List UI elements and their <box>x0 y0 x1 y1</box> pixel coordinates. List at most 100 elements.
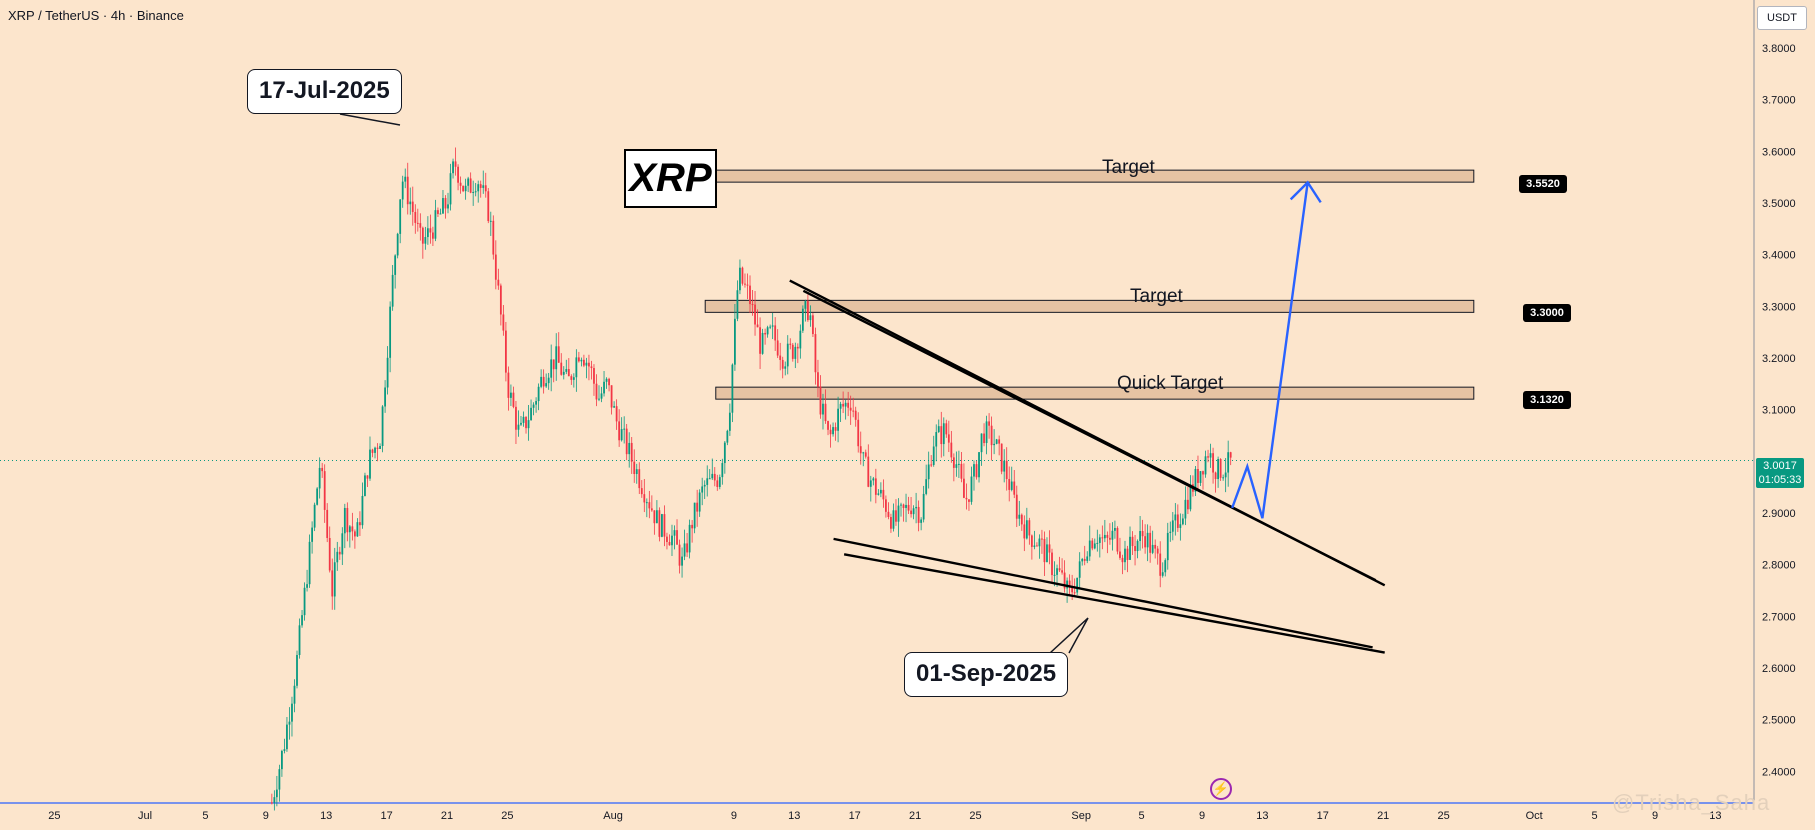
candle-body <box>1212 453 1214 473</box>
candle-body <box>935 432 938 447</box>
time-tick-label: 9 <box>1652 810 1658 822</box>
candle-body <box>776 340 779 356</box>
time-tick-label: 13 <box>1256 810 1268 822</box>
candle-body <box>927 464 930 480</box>
candle-body <box>1151 544 1154 553</box>
candle-body <box>990 425 993 446</box>
candle-body <box>985 421 988 444</box>
candle-body <box>1106 534 1109 538</box>
candle-body <box>781 359 784 369</box>
candle-body <box>744 283 746 285</box>
candle-body <box>348 526 351 533</box>
candle-body <box>1078 561 1081 578</box>
zone-label-target-1: Target <box>1102 157 1155 178</box>
candle-body <box>434 210 437 239</box>
candle-body <box>688 524 691 553</box>
candle-body <box>789 343 792 345</box>
candle-body <box>1033 545 1036 547</box>
candle-body <box>535 401 537 405</box>
currency-button[interactable]: USDT <box>1757 6 1807 30</box>
candle-body <box>681 556 683 566</box>
candle-body <box>507 372 510 398</box>
time-tick-label: 25 <box>1437 810 1449 822</box>
candle-body <box>603 381 605 394</box>
target-zone-2 <box>704 299 1475 313</box>
zone-price-badge-1: 3.5520 <box>1519 175 1567 193</box>
candle-body <box>759 327 761 354</box>
candle-body <box>937 426 940 433</box>
candle-body <box>321 467 324 472</box>
candle-body <box>1204 456 1207 475</box>
candle-body <box>401 181 404 200</box>
candle-body <box>1184 499 1187 519</box>
lightning-icon[interactable]: ⚡ <box>1210 778 1232 800</box>
time-tick-label: 17 <box>1317 810 1329 822</box>
candle-body <box>1134 546 1136 552</box>
time-tick-label: 17 <box>380 810 392 822</box>
low-date-callout[interactable]: 01-Sep-2025 <box>904 652 1069 697</box>
candle-body <box>673 530 676 536</box>
candle-body <box>1129 536 1131 560</box>
candle-body <box>517 424 520 430</box>
candle-body <box>1071 587 1074 593</box>
candle-body <box>852 410 855 412</box>
candle-body <box>1149 532 1152 553</box>
candle-body <box>809 315 812 321</box>
candle-body <box>308 541 311 585</box>
candle-body <box>552 359 555 370</box>
candle-body <box>993 443 996 446</box>
candle-body <box>978 452 980 478</box>
candle-body <box>477 184 480 192</box>
candle-body <box>379 445 381 449</box>
peak-date-callout[interactable]: 17-Jul-2025 <box>247 69 402 114</box>
candle-body <box>396 233 399 256</box>
candle-body <box>822 403 824 415</box>
candle-body <box>882 489 885 500</box>
candle-body <box>1076 577 1079 593</box>
candle-body <box>608 378 610 386</box>
candle-body <box>296 654 298 686</box>
candle-body <box>920 519 923 523</box>
symbol-header[interactable]: XRP / TetherUS · 4h · Binance <box>8 8 184 23</box>
candle-body <box>648 502 651 509</box>
candle-body <box>318 467 321 489</box>
candle-body <box>323 471 326 510</box>
candle-body <box>998 439 1001 444</box>
candle-body <box>1041 538 1043 540</box>
candle-body <box>371 449 374 453</box>
candle-body <box>774 325 777 341</box>
candle-body <box>1189 484 1192 510</box>
candle-body <box>555 346 558 370</box>
candle-body <box>492 220 495 255</box>
candle-body <box>426 228 429 238</box>
candle-body <box>1116 528 1119 552</box>
candle-body <box>955 464 958 468</box>
price-tick-label: 3.3000 <box>1762 301 1796 313</box>
candle-body <box>1164 560 1167 573</box>
candle-body <box>711 473 714 479</box>
candle-body <box>1181 518 1184 525</box>
candle-body <box>1088 540 1091 557</box>
candle-body <box>288 721 291 725</box>
candle-body <box>525 416 527 429</box>
candle-body <box>666 536 668 542</box>
candle-body <box>1053 574 1056 576</box>
candle-body <box>892 510 895 529</box>
candle-body <box>482 185 485 188</box>
candle-body <box>736 290 739 319</box>
candle-body <box>716 480 719 487</box>
candle-body <box>1091 540 1094 549</box>
price-tick-label: 3.2000 <box>1762 353 1796 365</box>
candle-body <box>502 314 505 331</box>
xrp-title-box[interactable]: XRP <box>624 149 717 208</box>
candle-body <box>283 749 286 751</box>
candle-body <box>585 362 588 366</box>
candle-body <box>983 433 985 444</box>
candle-body <box>341 533 344 555</box>
candle-body <box>940 426 943 445</box>
candle-body <box>638 469 641 489</box>
candle-body <box>542 376 545 387</box>
candle-body <box>970 476 973 502</box>
candle-body <box>895 510 897 522</box>
